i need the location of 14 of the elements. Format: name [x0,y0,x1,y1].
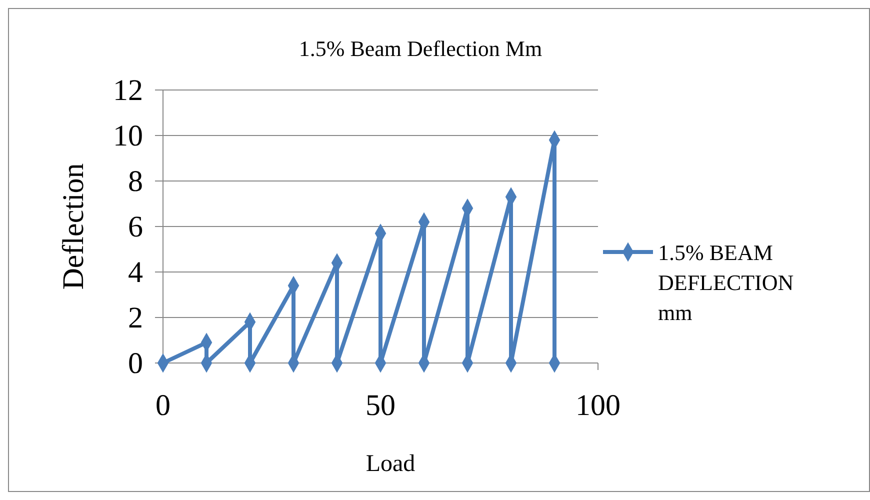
x-axis-title: Load [366,451,416,477]
y-tick-label: 12 [113,74,143,107]
legend-label: 1.5% BEAM DEFLECTION mm [658,240,794,325]
y-tick-label: 6 [128,210,143,244]
y-tick-label: 2 [128,302,143,334]
chart-title: 1.5% Beam Deflection Mm [298,36,542,61]
y-tick-label: 8 [128,165,143,198]
x-tick-label: 100 [576,389,620,422]
x-tick-label: 0 [156,389,170,422]
y-axis-title: Deflection [57,163,90,290]
x-tick-label: 50 [366,389,396,422]
y-tick-label: 0 [128,347,143,380]
y-tick-label: 4 [128,256,143,289]
y-tick-label: 10 [113,120,143,152]
